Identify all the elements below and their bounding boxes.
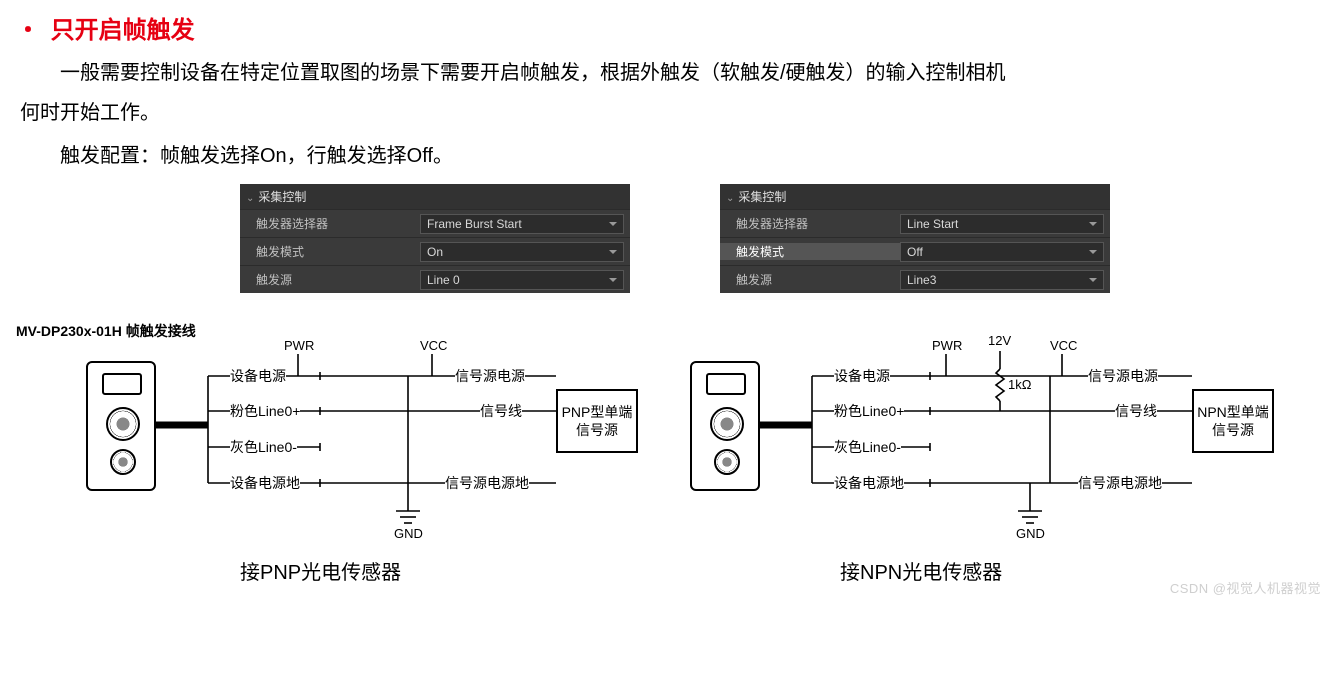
npn-wires xyxy=(0,321,1341,551)
panel-frame-row-2-label: 触发源 xyxy=(240,271,420,288)
wiring-diagrams: MV-DP230x-01H 帧触发接线 PNP型单端信号源 xyxy=(0,321,1341,601)
npn-src-row-2: 信号源电源地 xyxy=(1078,473,1162,493)
panel-line-row-0-label: 触发器选择器 xyxy=(720,215,900,232)
panel-frame-row-2: 触发源 Line 0 xyxy=(240,265,630,293)
npn-vcc-label: VCC xyxy=(1050,338,1077,353)
panel-line-row-2: 触发源 Line3 xyxy=(720,265,1110,293)
npn-dev-row-2: 灰色Line0- xyxy=(834,437,901,457)
heading: ・ 只开启帧触发 xyxy=(0,0,1341,45)
npn-dev-row-3: 设备电源地 xyxy=(834,473,904,493)
panel-frame: 采集控制 触发器选择器 Frame Burst Start 触发模式 On 触发… xyxy=(240,184,630,293)
paragraph-1a: 一般需要控制设备在特定位置取图的场景下需要开启帧触发，根据外触发（软触发/硬触发… xyxy=(0,45,1341,93)
npn-gnd-label: GND xyxy=(1016,526,1045,541)
panel-line-row-1-label: 触发模式 xyxy=(720,243,900,260)
bullet: ・ xyxy=(16,10,44,45)
panel-frame-row-1-value[interactable]: On xyxy=(420,242,624,262)
npn-src-row-1: 信号线 xyxy=(1115,401,1157,421)
panel-line-row-0-value[interactable]: Line Start xyxy=(900,214,1104,234)
panel-line-header: 采集控制 xyxy=(720,184,1110,209)
npn-12v-label: 12V xyxy=(988,333,1011,348)
caption-pnp: 接PNP光电传感器 xyxy=(240,556,401,585)
watermark-text: CSDN @视觉人机器视觉 xyxy=(1170,578,1321,597)
panel-frame-row-1: 触发模式 On xyxy=(240,237,630,265)
panel-frame-header: 采集控制 xyxy=(240,184,630,209)
paragraph-1b: 何时开始工作。 xyxy=(0,93,1341,133)
panel-frame-row-0: 触发器选择器 Frame Burst Start xyxy=(240,209,630,237)
panel-frame-row-1-label: 触发模式 xyxy=(240,243,420,260)
paragraph-2: 触发配置：帧触发选择On，行触发选择Off。 xyxy=(0,133,1341,178)
panel-line-row-2-value[interactable]: Line3 xyxy=(900,270,1104,290)
heading-text: 只开启帧触发 xyxy=(51,17,195,44)
config-panels: 采集控制 触发器选择器 Frame Burst Start 触发模式 On 触发… xyxy=(0,184,1341,293)
caption-npn: 接NPN光电传感器 xyxy=(840,556,1002,585)
panel-frame-row-0-label: 触发器选择器 xyxy=(240,215,420,232)
npn-pwr-label: PWR xyxy=(932,338,962,353)
npn-1k-label: 1kΩ xyxy=(1008,377,1031,392)
npn-dev-row-0: 设备电源 xyxy=(834,366,890,386)
panel-frame-row-0-value[interactable]: Frame Burst Start xyxy=(420,214,624,234)
npn-dev-row-1: 粉色Line0+ xyxy=(834,401,904,421)
panel-line-row-2-label: 触发源 xyxy=(720,271,900,288)
panel-line-row-0: 触发器选择器 Line Start xyxy=(720,209,1110,237)
panel-line: 采集控制 触发器选择器 Line Start 触发模式 Off 触发源 Line… xyxy=(720,184,1110,293)
panel-frame-row-2-value[interactable]: Line 0 xyxy=(420,270,624,290)
panel-line-row-1: 触发模式 Off xyxy=(720,237,1110,265)
npn-src-row-0: 信号源电源 xyxy=(1088,366,1158,386)
panel-line-row-1-value[interactable]: Off xyxy=(900,242,1104,262)
